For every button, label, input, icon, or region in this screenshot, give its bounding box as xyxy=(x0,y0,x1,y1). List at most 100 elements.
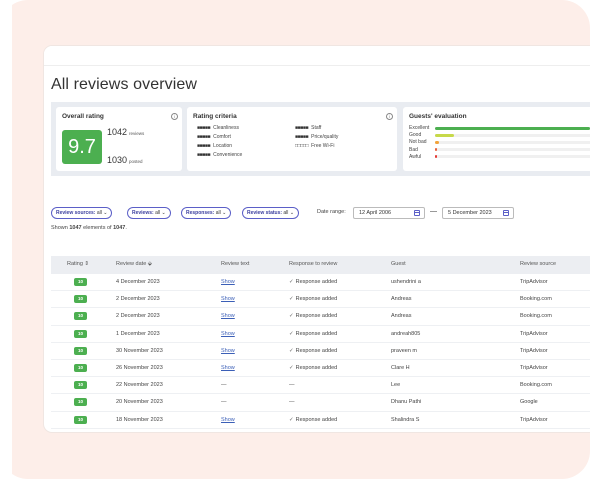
guests-evaluation-card: Guests' evaluation Excellent Good Not bad B… xyxy=(403,107,590,171)
cell-guest: Andreas xyxy=(391,296,412,303)
check-icon: ✓ xyxy=(289,313,294,320)
criterion-marks: ■■■■■ xyxy=(197,134,211,140)
criterion-label: Free Wi-Fi xyxy=(311,143,335,149)
cell-response: ✓ Response added xyxy=(289,331,337,337)
info-icon[interactable]: i xyxy=(171,113,178,120)
table-row[interactable]: 10 2 December 2023 Show ✓ Response added Andr… xyxy=(51,308,590,326)
cell-response: ✓ Response added xyxy=(289,417,337,423)
cell-review-source: TripAdvisor xyxy=(520,416,548,423)
evaluation-bar-track xyxy=(435,126,590,130)
evaluation-label: Bad xyxy=(409,146,418,153)
show-review-link[interactable]: Show xyxy=(221,279,235,285)
show-review-link[interactable]: Show xyxy=(221,330,235,337)
evaluation-bar-track xyxy=(435,155,590,159)
page-title: All reviews overview xyxy=(51,76,198,93)
chevron-down-icon: ⌄ xyxy=(103,210,108,216)
evaluation-label: Not bad xyxy=(409,139,427,146)
overall-rating-card: Overall rating i 9.7 1042 reviews 1030 pos… xyxy=(56,107,182,171)
criterion-label: Comfort xyxy=(213,134,231,140)
date-to-value: 5 December 2023 xyxy=(448,210,492,216)
date-separator: — xyxy=(430,208,437,215)
posted-count: 1030 posted xyxy=(107,155,143,165)
table-row[interactable]: 10 4 December 2023 Show ✓ Response added ushe… xyxy=(51,274,590,292)
response-status: Response added xyxy=(295,313,338,320)
criterion-comfort: ■■■■■ Comfort xyxy=(197,134,231,140)
filter-responses[interactable]: Responses: all ⌄ xyxy=(181,207,232,219)
evaluation-bar-fill xyxy=(435,140,439,144)
show-review-link[interactable]: Show xyxy=(221,313,235,320)
response-status: Response added xyxy=(295,296,338,303)
calendar-icon[interactable] xyxy=(414,210,420,216)
evaluation-label: Awful xyxy=(409,153,422,160)
chip-value: all xyxy=(215,210,221,216)
header-review-text: Review text xyxy=(221,261,250,267)
overall-rating-title: Overall rating xyxy=(62,113,104,120)
cell-guest: Andreas xyxy=(391,313,412,320)
show-review-link[interactable]: Show xyxy=(221,416,235,423)
cell-review-date: 18 November 2023 xyxy=(116,416,163,423)
filter-reviews[interactable]: Reviews: all ⌄ xyxy=(127,207,171,219)
criterion-label: Cleanliness xyxy=(213,125,239,131)
cell-guest: andreah805 xyxy=(391,330,421,337)
cell-review-source: TripAdvisor xyxy=(520,347,548,354)
guests-evaluation-title: Guests' evaluation xyxy=(409,113,467,120)
criterion-marks: ■■■■■ xyxy=(197,125,211,131)
table-row[interactable]: 10 18 November 2023 Show ✓ Response added Sha… xyxy=(51,411,590,429)
show-review-link[interactable]: Show xyxy=(221,347,235,354)
summary-panel: Overall rating i 9.7 1042 reviews 1030 pos… xyxy=(51,102,590,176)
evaluation-row: Bad xyxy=(409,147,590,153)
response-status: Response added xyxy=(295,364,338,371)
cell-review-source: Booking.com xyxy=(520,382,552,389)
cell-response: ✓ Response added xyxy=(289,279,337,285)
cell-review-source: TripAdvisor xyxy=(520,279,548,285)
cell-review-date: 20 November 2023 xyxy=(116,399,163,406)
criterion-staff: ■■■■■ Staff xyxy=(295,125,321,131)
background-edge xyxy=(0,0,12,479)
cell-review-date: 1 December 2023 xyxy=(116,330,160,337)
date-to-field[interactable]: 5 December 2023 xyxy=(442,207,514,219)
cell-guest: Clare H xyxy=(391,364,410,371)
filters-bar: Review sources: all ⌄ Reviews: all ⌄ Res… xyxy=(51,207,590,219)
date-from-field[interactable]: 12 April 2006 xyxy=(353,207,425,219)
cell-response: ✓ Response added xyxy=(289,296,337,302)
overall-score: 9.7 xyxy=(62,130,102,164)
evaluation-bar-track xyxy=(435,133,590,137)
info-icon[interactable]: i xyxy=(386,113,393,120)
response-status: Response added xyxy=(295,279,338,285)
shown-count: Shown 1047 elements of 1047. xyxy=(51,225,127,231)
table-row[interactable]: 10 2 December 2023 Show ✓ Response added Andr… xyxy=(51,291,590,309)
show-review-link[interactable]: Show xyxy=(221,296,235,303)
filter-review-sources[interactable]: Review sources: all ⌄ xyxy=(51,207,113,219)
cell-response: ✓ Response added xyxy=(289,365,337,371)
cell-response: — xyxy=(289,382,295,389)
filter-review-status[interactable]: Review status: all ⌄ xyxy=(242,207,300,219)
rating-badge: 10 xyxy=(74,295,87,304)
evaluation-bar-fill xyxy=(435,126,590,130)
table-header: Rating ⇕ Review date ⬙ Review text Respo… xyxy=(51,256,590,274)
calendar-icon[interactable] xyxy=(503,210,509,216)
cell-review-source: Booking.com xyxy=(520,313,552,320)
shown-count-value: 1047 xyxy=(69,225,82,231)
cell-guest: Lee xyxy=(391,382,401,389)
table-row[interactable]: 10 20 November 2023 — — Dhanu Pathi Google xyxy=(51,394,590,412)
cell-response: ✓ Response added xyxy=(289,313,337,319)
table-row[interactable]: 10 26 November 2023 Show ✓ Response added Cla… xyxy=(51,359,590,378)
evaluation-bar-track xyxy=(435,140,590,144)
header-review-date[interactable]: Review date ⬙ xyxy=(116,261,153,267)
cell-review-date: 2 December 2023 xyxy=(116,313,160,320)
show-review-link[interactable]: Show xyxy=(221,364,235,371)
chip-value: all xyxy=(96,210,102,216)
header-rating[interactable]: Rating ⇕ xyxy=(67,261,90,267)
evaluation-bar-fill xyxy=(435,155,437,159)
rating-badge: 10 xyxy=(74,346,87,355)
table-row[interactable]: 10 1 December 2023 Show ✓ Response added andr… xyxy=(51,325,590,343)
cell-review-date: 30 November 2023 xyxy=(116,347,163,354)
table-row[interactable]: 10 30 November 2023 Show ✓ Response added pra… xyxy=(51,342,590,360)
reviews-count: 1042 reviews xyxy=(107,127,144,137)
cell-review-date: 2 December 2023 xyxy=(116,296,160,303)
cell-review-date: 4 December 2023 xyxy=(116,279,160,285)
cell-review-text: — xyxy=(221,399,227,406)
rating-badge: 10 xyxy=(74,415,87,424)
chip-name: Responses: xyxy=(186,210,215,216)
table-row[interactable]: 10 22 November 2023 — — Lee Booking.com xyxy=(51,377,590,395)
